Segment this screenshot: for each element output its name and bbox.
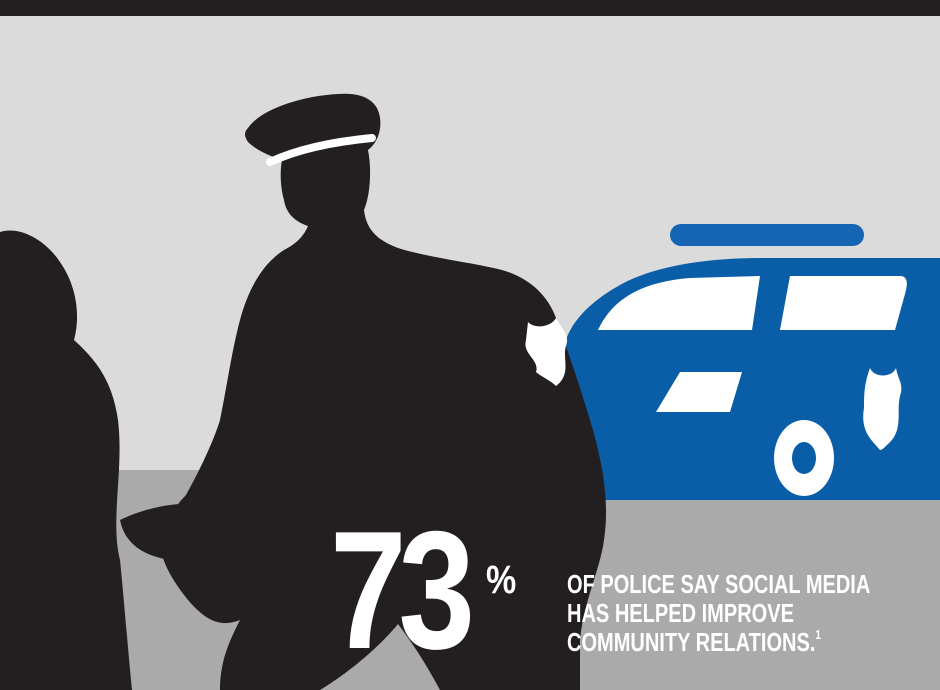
footnote-marker: 1 <box>815 627 821 642</box>
police-car-icon <box>564 224 940 500</box>
hat-band <box>266 134 376 166</box>
stat-percent-sign: % <box>486 558 517 602</box>
stat-caption-text: OF POLICE SAY SOCIAL MEDIA HAS HELPED IM… <box>567 569 870 657</box>
person-silhouette <box>0 230 132 690</box>
car-door-handle <box>656 372 742 412</box>
police-officer-silhouette <box>160 93 607 690</box>
light-bar <box>670 224 864 246</box>
stat-caption: OF POLICE SAY SOCIAL MEDIA HAS HELPED IM… <box>567 570 890 657</box>
car-wheel-hub <box>792 442 816 474</box>
car-window-front <box>780 276 907 330</box>
shoulder-badge-icon <box>525 318 568 386</box>
police-badge-icon <box>863 368 902 450</box>
car-window-rear <box>598 276 760 330</box>
top-band <box>0 0 940 16</box>
stat-number: 73 <box>330 496 475 684</box>
handshake <box>120 503 244 562</box>
